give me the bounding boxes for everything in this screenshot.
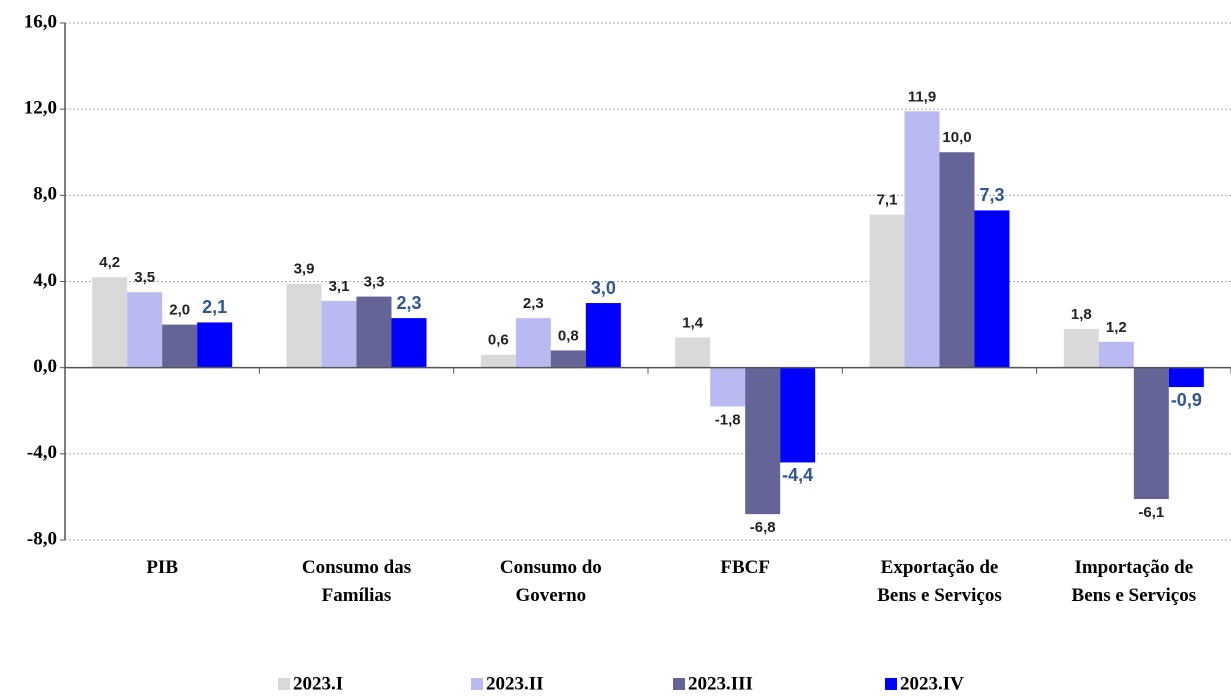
value-label: 3,0 <box>591 278 616 298</box>
bar <box>1063 328 1099 368</box>
legend-swatch <box>471 678 483 690</box>
y-tick-label: -8,0 <box>27 528 57 549</box>
value-label: 4,2 <box>99 254 120 271</box>
x-tick-label: PIB <box>146 557 178 578</box>
bar <box>1133 367 1169 500</box>
y-tick-label: 8,0 <box>33 184 57 205</box>
bar <box>904 111 940 368</box>
x-tick-label: FBCF <box>720 557 770 578</box>
bar <box>939 152 975 368</box>
bar <box>1168 367 1204 388</box>
bar <box>92 277 128 368</box>
x-tick-label: Consumo das Famílias <box>302 557 411 606</box>
value-label: 0,6 <box>488 332 509 349</box>
y-tick-label: 0,0 <box>33 356 57 377</box>
value-label: 3,5 <box>134 269 155 286</box>
value-label: 10,0 <box>942 129 971 146</box>
x-tick-label: Consumo do Governo <box>500 557 602 606</box>
bar <box>480 354 516 368</box>
legend-swatch <box>885 678 897 690</box>
legend-label: 2023.II <box>486 673 544 694</box>
x-tick-label: Exportação de Bens e Serviços <box>877 557 1002 606</box>
value-label: -6,1 <box>1138 504 1164 521</box>
legend-label: 2023.III <box>688 673 753 694</box>
bar <box>550 350 586 368</box>
bar <box>197 322 233 368</box>
y-tick-label: 12,0 <box>24 98 57 119</box>
y-tick-label: 4,0 <box>33 270 57 291</box>
bar <box>321 300 357 368</box>
bar <box>869 214 905 368</box>
bar <box>356 296 392 368</box>
value-label: -6,8 <box>750 519 776 536</box>
bar <box>585 303 621 368</box>
bar <box>1098 341 1134 368</box>
x-tick-label: Importação de Bens e Serviços <box>1072 557 1197 606</box>
bar <box>162 324 198 368</box>
legend-swatch <box>673 678 685 690</box>
bar <box>710 367 746 407</box>
value-label: -1,8 <box>715 411 741 428</box>
value-label: -0,9 <box>1171 390 1202 410</box>
bar <box>515 318 551 368</box>
bar <box>391 318 427 368</box>
value-label: 2,1 <box>202 297 227 317</box>
value-label: 2,3 <box>396 293 421 313</box>
value-label: 7,1 <box>877 192 898 209</box>
y-tick-label: -4,0 <box>27 442 57 463</box>
legend-swatch <box>278 678 290 690</box>
value-label: 2,3 <box>523 295 544 312</box>
value-label: 3,3 <box>364 274 385 291</box>
bar <box>745 367 781 515</box>
bar <box>675 337 711 368</box>
bar <box>974 210 1010 368</box>
value-label: 0,8 <box>558 327 579 344</box>
value-label: 7,3 <box>979 185 1004 205</box>
y-tick-label: 16,0 <box>24 11 57 32</box>
bar <box>286 283 322 368</box>
value-label: 3,1 <box>329 278 350 295</box>
legend-label: 2023.IV <box>900 673 964 694</box>
value-label: -4,4 <box>782 465 813 485</box>
value-label: 1,8 <box>1071 306 1092 323</box>
value-label: 11,9 <box>908 88 936 105</box>
bar <box>780 367 816 463</box>
value-label: 2,0 <box>169 302 190 319</box>
legend-label: 2023.I <box>293 673 343 694</box>
value-label: 1,4 <box>682 314 704 331</box>
value-label: 1,2 <box>1106 319 1127 336</box>
bar <box>127 292 163 368</box>
value-label: 3,9 <box>294 261 315 278</box>
